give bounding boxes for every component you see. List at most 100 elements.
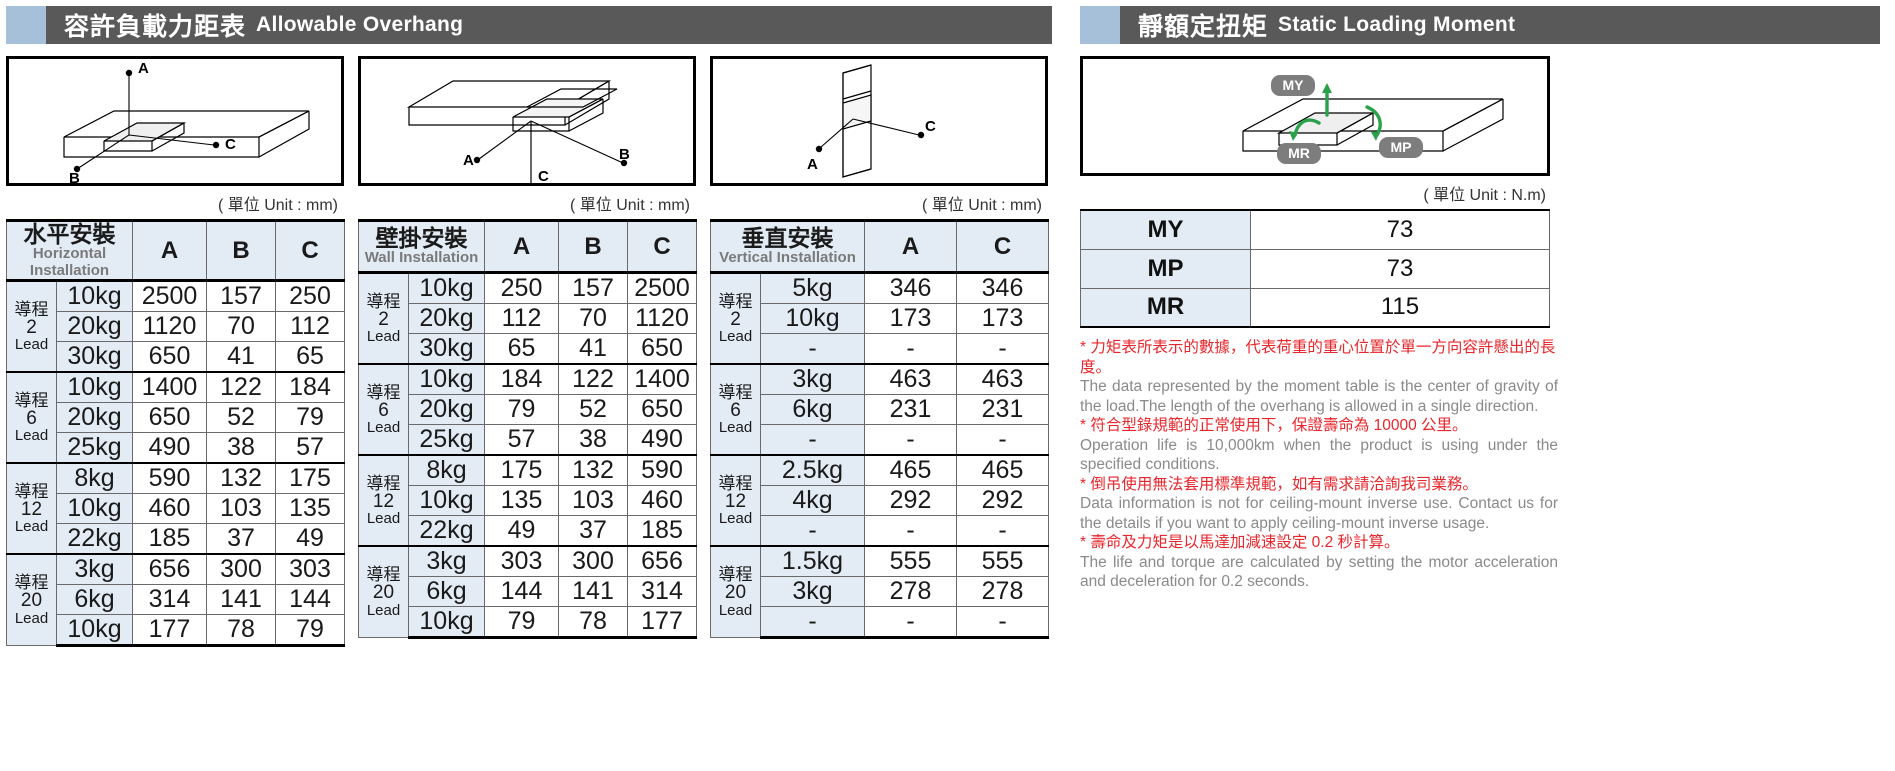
value-cell-c: 346 [956,271,1049,304]
value-cell-c: 2500 [627,271,697,304]
value-cell-b: 52 [558,394,628,425]
table-row: 10kg 173 173 [711,303,1049,334]
lead-group-cell: 導程 12 Lead [358,454,409,547]
horizontal-installation-drawing: A B C [63,60,310,183]
value-cell-a: 173 [864,303,957,334]
load-cell: - [760,606,865,639]
lead-group-cell: 導程 6 Lead [6,371,57,464]
point-a-marker [125,69,133,77]
lead-group-cell: 導程 20 Lead [358,545,409,638]
note-0-en: The data represented by the moment table… [1080,378,1558,415]
value-cell-c: 65 [275,341,345,373]
table-row: 25kg 490 38 57 [7,432,345,464]
column-header-a: A [132,218,207,283]
value-cell-a: 79 [484,606,559,639]
table-row: 導程 12 Lead 8kg 175 132 590 [358,454,697,547]
table-header-horizontal: 水平安裝 Horizontal Installation A B C [6,218,345,283]
unit-note-wall: ( 單位 Unit : mm) [570,197,690,214]
moment-title-en: Static Loading Moment [1278,13,1516,36]
diagram-vertical-installation: A C [710,56,1048,186]
load-cell: 20kg [408,303,485,334]
value-cell-c: 135 [275,493,345,525]
column-header-a: A [484,219,559,274]
value-cell-b: 132 [206,462,276,495]
table-row: 20kg 79 52 650 [359,394,697,425]
table-row: 導程 6 Lead 10kg 184 122 1400 [358,363,697,456]
table-row: 10kg 177 78 79 [7,614,345,648]
value-cell-a: 231 [864,394,957,425]
column-header-c: C [275,218,345,283]
value-cell-b: 78 [558,606,628,639]
overhang-section-header: 容許負載力距表 Allowable Overhang [6,6,1052,44]
value-cell-c: 590 [627,454,697,486]
table-row: 10kg 135 103 460 [359,485,697,516]
lead-group-cell: 導程 2 Lead [710,271,761,365]
value-cell-c: 112 [275,311,345,343]
value-cell-b: 157 [558,271,628,304]
point-b-marker [73,165,81,173]
overhang-title-en: Allowable Overhang [256,13,464,36]
value-cell-c: 184 [275,371,345,404]
value-cell-a: 650 [132,402,207,434]
load-cell: 20kg [56,311,133,343]
value-cell-c: 292 [956,485,1049,516]
value-cell-c: 490 [627,424,697,456]
value-cell-a: 463 [864,363,957,395]
moment-row: MR 115 [1080,287,1550,328]
lead-group-cell: 導程 6 Lead [358,363,409,456]
overhang-table-horizontal: 水平安裝 Horizontal Installation A B C 導程 2 Le… [6,218,345,648]
moment-diagram-box: MY MP MR [1080,56,1550,176]
value-cell-a: 292 [864,485,957,516]
table-title-en: Wall Installation [364,249,479,267]
value-cell-a: 650 [132,341,207,373]
moment-label-my: MY [1283,77,1305,93]
static-moment-table: MY 73 MP 73 MR 115 [1080,209,1550,328]
value-cell-b: 141 [206,584,276,616]
value-cell-c: 278 [956,576,1049,607]
value-cell-b: 38 [558,424,628,456]
value-cell-c: 463 [956,363,1049,395]
value-cell-c: 79 [275,402,345,434]
overhang-table-block-2: ( 單位 Unit : mm) 垂直安裝 Vertical Installati… [710,186,1049,647]
table-row: 導程 20 Lead 3kg 303 300 656 [358,545,697,638]
mp-badge [1379,137,1423,158]
moment-row: MP 73 [1080,248,1550,289]
value-cell-a: - [864,424,957,456]
load-cell: 30kg [56,341,133,373]
header-accent-swatch [6,6,46,44]
overhang-header-bar: 容許負載力距表 Allowable Overhang [46,6,1052,44]
value-cell-c: 185 [627,515,697,547]
table-row: 20kg 1120 70 112 [7,311,345,343]
value-cell-a: 1400 [132,371,207,404]
column-header-a: A [864,219,957,274]
value-cell-b: 103 [206,493,276,525]
table-row: 30kg 65 41 650 [359,333,697,365]
value-cell-a: 555 [864,545,957,577]
load-cell: 10kg [56,614,133,648]
value-cell-b: 78 [206,614,276,648]
table-row: 6kg 231 231 [711,394,1049,425]
value-cell-c: 1120 [627,303,697,334]
value-cell-c: 231 [956,394,1049,425]
note-1-zh: * 符合型錄規範的正常使用下，保證壽命為 10000 公里。 [1080,417,1468,435]
value-cell-b: 300 [206,553,276,586]
moment-key-cell: MR [1080,287,1251,328]
load-cell: - [760,424,865,456]
value-cell-a: - [864,515,957,547]
note-2-en: Data information is not for ceiling-moun… [1080,495,1558,532]
table-row: 導程 12 Lead 8kg 590 132 175 [6,462,345,555]
moment-label-mp: MP [1391,139,1412,155]
diagram-label-a: A [138,60,149,77]
value-cell-c: 650 [627,394,697,425]
load-cell: 10kg [408,363,485,395]
table-row: 22kg 185 37 49 [7,523,345,555]
load-cell: 1.5kg [760,545,865,577]
value-cell-c: 79 [275,614,345,648]
load-cell: 3kg [56,553,133,586]
table-row: 4kg 292 292 [711,485,1049,516]
overhang-table-block-0: ( 單位 Unit : mm) 水平安裝 Horizontal Installa… [6,186,345,648]
load-cell: 22kg [408,515,485,547]
load-cell: 10kg [760,303,865,334]
value-cell-c: 173 [956,303,1049,334]
value-cell-c: 303 [275,553,345,586]
